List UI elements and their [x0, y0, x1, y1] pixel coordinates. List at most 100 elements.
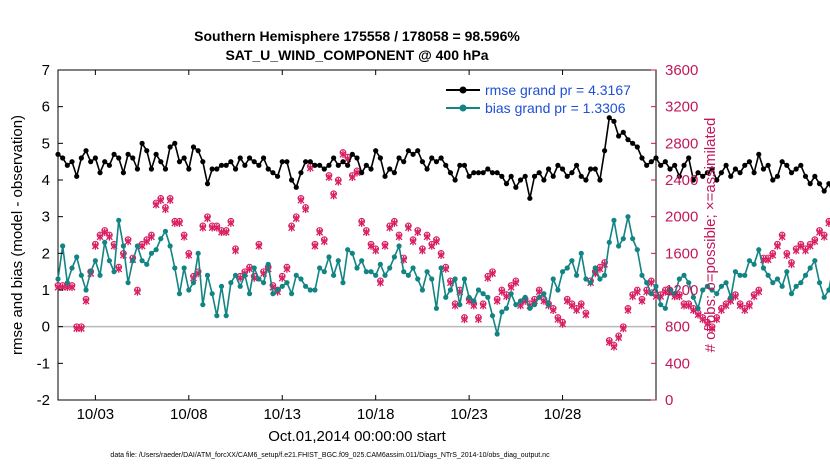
data-file-footnote: data file: /Users/raeder/DAI/ATM_forcXX/… — [110, 452, 550, 459]
obs-assimilated-point — [82, 297, 90, 305]
x-tick-label: 10/08 — [170, 406, 208, 423]
rmse-point — [737, 170, 743, 176]
rmse-point — [723, 162, 729, 168]
rmse-point — [270, 170, 276, 176]
bias-point — [69, 265, 75, 271]
left-tick-label: -1 — [37, 355, 50, 372]
rmse-point — [167, 144, 173, 150]
left-axis-ticks: -2 -1 0 1 2 3 4 5 6 7 — [37, 62, 63, 409]
bias-point — [774, 276, 781, 282]
obs-assimilated-point — [774, 242, 781, 250]
bias-point — [667, 287, 673, 293]
rmse-point — [672, 162, 678, 168]
bias-point — [232, 272, 239, 278]
bias-point — [120, 243, 127, 249]
obs-assimilated-point — [358, 219, 366, 227]
bias-point — [387, 265, 393, 271]
bias-point — [802, 272, 809, 278]
bias-point — [569, 258, 575, 264]
bias-point — [578, 250, 584, 256]
rmse-point — [653, 155, 659, 161]
bias-point — [788, 291, 795, 297]
bias-point — [102, 239, 108, 245]
bias-point — [746, 258, 753, 264]
rmse-point — [644, 162, 650, 168]
rmse-point — [377, 155, 383, 161]
obs-assimilated-point — [745, 301, 753, 310]
rmse-point — [816, 181, 823, 187]
obs-assimilated-point — [376, 278, 384, 287]
bias-point — [382, 272, 388, 278]
obs-assimilated-point — [512, 278, 520, 287]
bias-point — [303, 283, 309, 289]
bias-point — [695, 305, 701, 311]
bias-point — [826, 287, 830, 293]
rmse-point — [419, 159, 426, 165]
bias-point — [396, 243, 402, 249]
bias-point — [298, 276, 304, 282]
rmse-point — [452, 177, 458, 183]
rmse-point — [232, 166, 239, 172]
obs-assimilated-point — [731, 292, 739, 301]
bias-point — [737, 272, 743, 278]
bias-point — [195, 250, 201, 256]
x-axis-ticks: 10/03 10/08 10/13 10/18 10/23 10/28 — [77, 70, 581, 423]
rmse-point — [499, 173, 505, 179]
left-tick-label: -2 — [37, 392, 50, 409]
rmse-point — [522, 173, 528, 179]
bias-point — [751, 261, 757, 267]
obs-assimilated-point — [451, 301, 459, 310]
bias-point — [181, 265, 187, 271]
right-tick-label: 2400 — [665, 172, 698, 189]
bias-point — [770, 280, 776, 286]
obs-assimilated-point — [199, 223, 207, 232]
rmse-point — [494, 170, 500, 176]
bias-point — [522, 294, 528, 300]
legend: rmse grand pr = 4.3167 bias grand pr = 1… — [446, 82, 631, 116]
bias-point — [251, 265, 257, 271]
rmse-point — [695, 170, 701, 176]
bias-point — [527, 305, 533, 311]
bias-point — [443, 294, 449, 300]
obs-assimilated-point — [390, 219, 398, 227]
rmse-point — [265, 166, 271, 172]
x-tick-label: 10/03 — [77, 406, 115, 423]
rmse-point — [251, 159, 257, 165]
bias-point — [517, 298, 524, 304]
bias-point — [317, 265, 323, 271]
rmse-point — [382, 173, 388, 179]
bias-point — [55, 276, 61, 282]
obs-assimilated-point — [535, 288, 543, 296]
left-tick-label: 5 — [42, 135, 50, 152]
rmse-point — [312, 162, 318, 168]
rmse-point — [545, 166, 552, 172]
bias-point — [457, 302, 463, 308]
rmse-point — [391, 170, 397, 176]
obs-assimilated-point — [283, 265, 291, 273]
obs-assimilated-point — [643, 288, 651, 296]
rmse-point — [172, 140, 178, 146]
bias-point — [270, 291, 276, 297]
rmse-point — [541, 177, 547, 183]
right-tick-label: 400 — [665, 355, 690, 372]
obs-assimilated-point — [306, 164, 314, 172]
rmse-point — [401, 159, 407, 165]
rmse-point — [387, 166, 393, 172]
obs-assimilated-point — [115, 265, 123, 273]
right-tick-label: 2800 — [665, 135, 698, 152]
obs-assimilated-point — [292, 214, 300, 223]
bias-point — [106, 258, 112, 264]
bias-point — [279, 283, 285, 289]
rmse-point — [583, 177, 589, 183]
rmse-point — [536, 170, 542, 176]
rmse-point — [246, 155, 253, 161]
left-tick-label: 6 — [42, 99, 50, 116]
rmse-point — [111, 151, 117, 157]
bias-point — [410, 265, 416, 271]
rmse-point — [616, 133, 622, 139]
obs-assimilated-point — [334, 178, 342, 186]
rmse-point — [433, 159, 440, 165]
left-tick-label: 4 — [42, 172, 50, 189]
obs-assimilated-point — [161, 205, 169, 214]
rmse-point — [630, 140, 636, 146]
